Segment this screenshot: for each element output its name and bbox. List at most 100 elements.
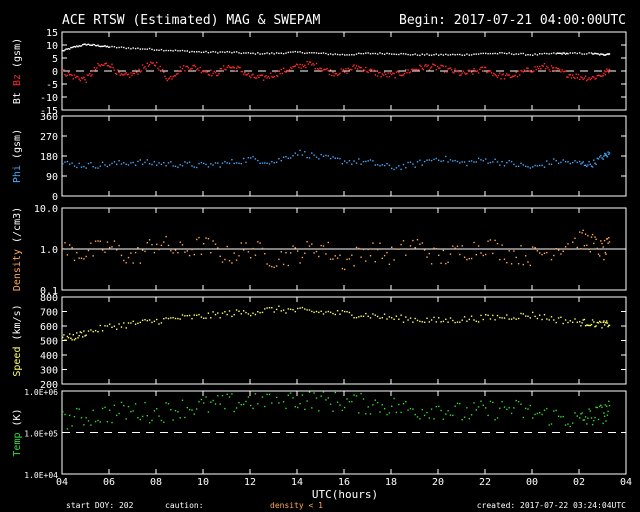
y-tick-label: 0 [52,67,58,78]
data-point [146,415,148,417]
data-point [479,68,481,70]
data-point [532,54,534,56]
data-point [186,65,188,68]
data-point [607,69,609,71]
data-point [200,51,203,54]
data-point [320,67,322,70]
data-point [536,250,539,252]
data-point [325,399,327,401]
data-point [485,52,487,55]
data-point [347,67,349,70]
data-point [306,52,308,54]
data-point [573,76,575,78]
data-point [537,67,540,70]
data-point [409,54,412,56]
y-tick-label: 800 [40,293,58,304]
data-point [492,74,494,77]
data-point [503,165,506,167]
data-point [217,162,219,164]
data-point [301,52,304,54]
data-point [141,48,144,50]
data-point [111,162,113,165]
data-point [71,246,73,249]
data-point [261,247,264,250]
data-point [168,77,171,79]
data-point [393,53,395,55]
data-point [109,66,111,68]
data-point [224,68,226,70]
data-point [556,52,559,54]
data-point [372,242,374,244]
data-point [442,418,445,420]
data-point [186,162,188,164]
data-point [200,398,203,401]
data-point [322,313,325,315]
data-point [185,65,187,68]
data-point [90,162,92,164]
data-point [172,252,174,254]
data-point [580,325,582,327]
data-point [589,78,591,81]
data-point [83,76,85,78]
data-point [378,72,380,74]
data-point [468,318,470,321]
data-point [245,52,247,54]
data-point [445,65,447,68]
data-point [520,162,522,164]
data-point [160,163,163,166]
data-point [423,65,426,67]
data-point [80,257,83,259]
data-point [153,410,156,412]
data-point [607,410,609,413]
data-point [489,52,492,55]
data-point [536,412,539,415]
data-point [262,79,265,81]
data-point [113,69,116,71]
data-point [127,322,130,324]
data-point [80,417,83,419]
data-point [255,77,258,79]
data-point [318,52,320,55]
data-point [606,414,609,416]
data-point [97,240,99,242]
data-point [440,262,442,264]
data-point [513,163,515,165]
data-point [268,53,271,55]
data-point [257,75,259,77]
data-point [268,163,271,165]
data-point [148,163,151,165]
data-point [419,54,421,57]
data-point [94,240,97,242]
data-point [475,254,477,256]
data-point [348,311,351,314]
data-point [251,74,253,76]
data-point [341,163,344,165]
data-point [221,162,224,164]
data-point [386,318,388,320]
data-point [586,165,588,168]
data-point [382,74,385,76]
data-point [137,247,139,249]
data-point [264,308,266,310]
data-point [299,63,301,66]
data-point [299,402,301,405]
x-tick-label: 12 [244,477,256,488]
data-point [593,321,595,323]
data-point [608,237,610,239]
data-point [301,306,304,309]
data-point [379,71,381,74]
data-point [87,420,90,422]
data-point [555,160,557,162]
data-point [241,70,244,73]
data-point [64,74,66,76]
x-tick-label: 08 [150,477,162,488]
data-point [567,53,569,55]
data-point [188,51,191,53]
y-tick-label: 1.0 [40,245,58,256]
data-point [543,166,546,168]
data-point [284,70,286,73]
data-point [203,70,205,73]
data-point [594,78,596,80]
data-point [499,72,501,74]
data-point [181,49,184,52]
